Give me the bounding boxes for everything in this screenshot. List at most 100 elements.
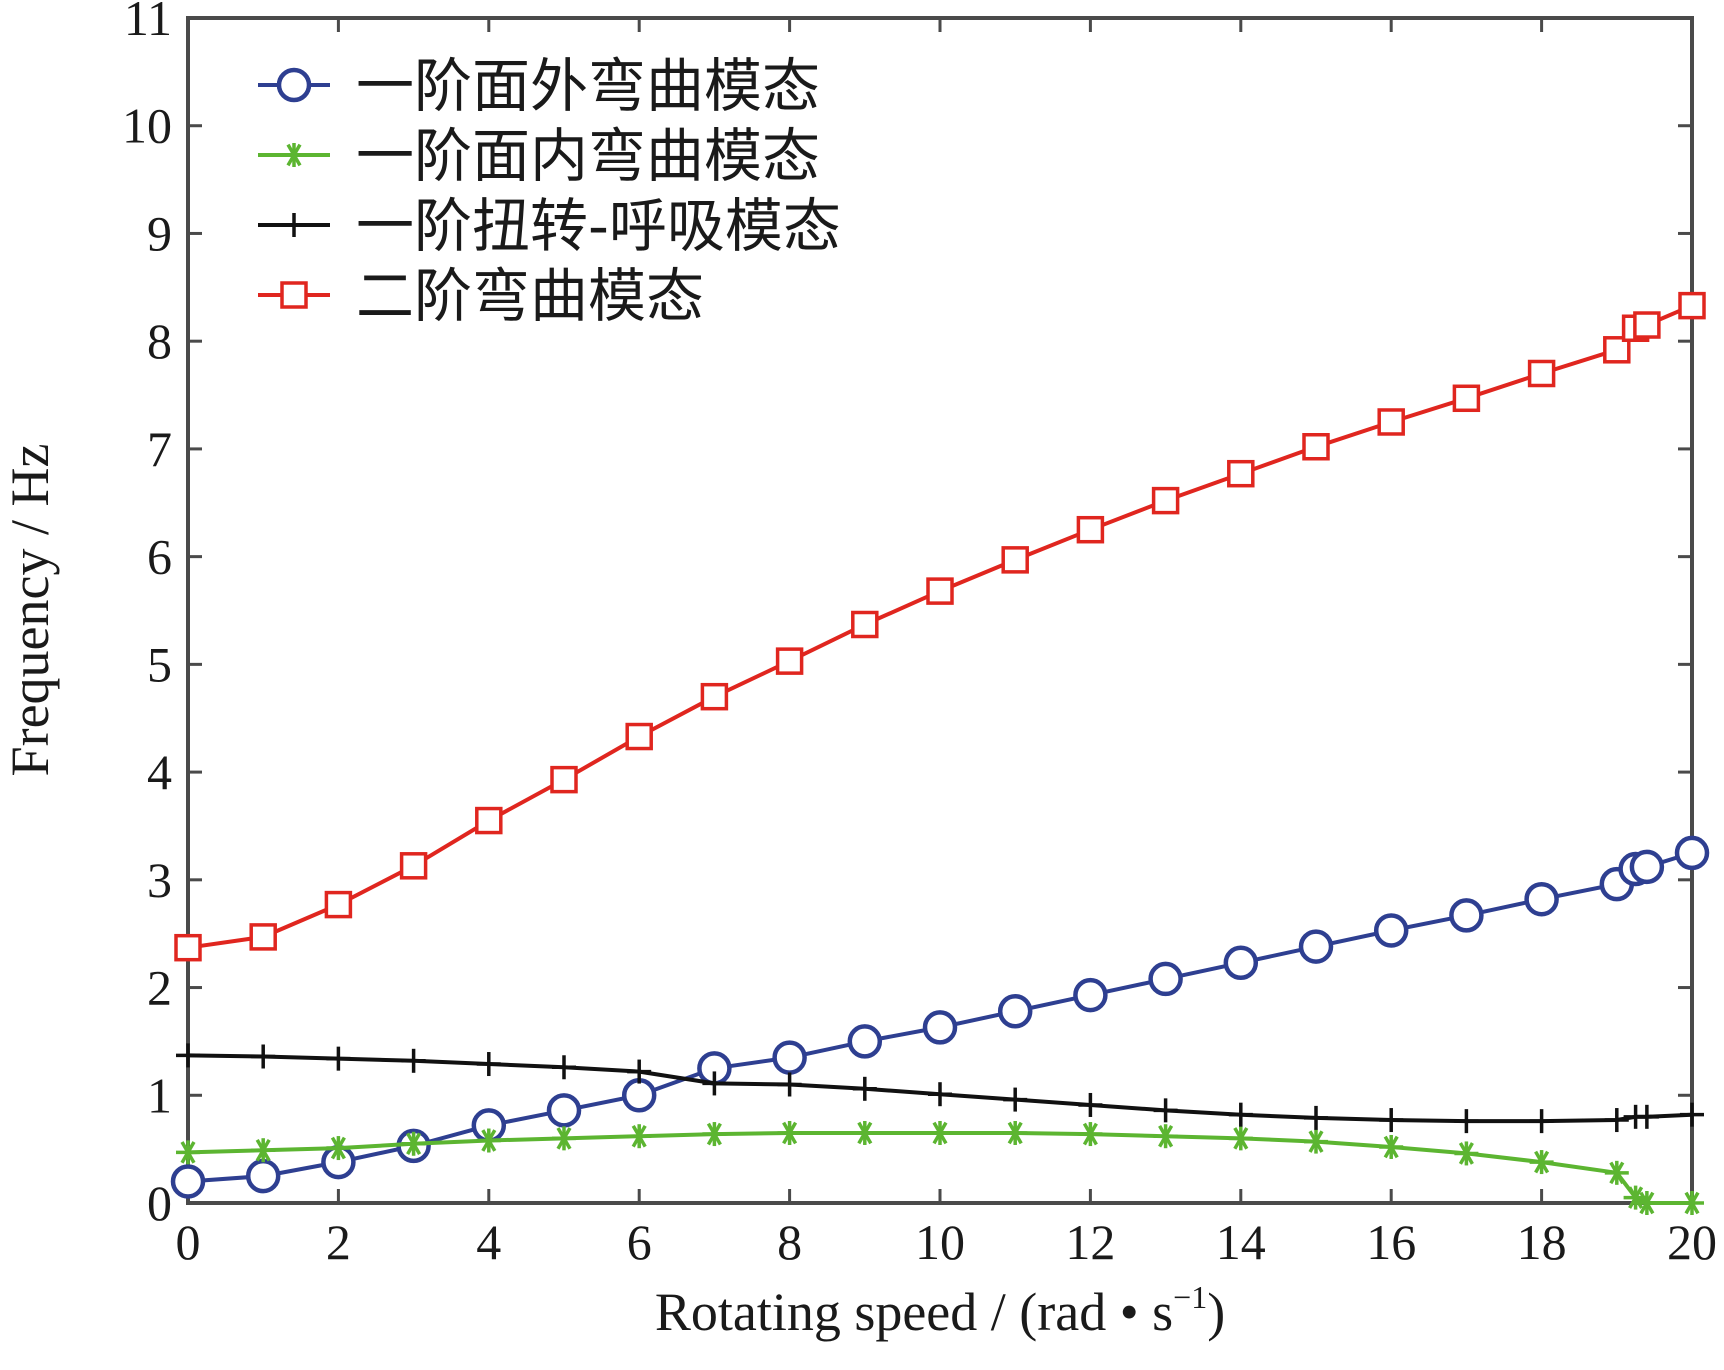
series-3-point	[1454, 1109, 1479, 1134]
series-3-point	[702, 1071, 727, 1096]
series-3-point	[401, 1048, 426, 1073]
x-tick-label: 10	[915, 1214, 965, 1270]
series-2-point	[1454, 1141, 1479, 1166]
series-2-point	[1003, 1120, 1028, 1145]
y-tick-label: 11	[124, 0, 172, 46]
legend-item-1: 一阶面外弯曲模态	[258, 52, 820, 120]
series-1-point	[997, 993, 1033, 1029]
series-1-point	[922, 1010, 958, 1045]
series-2-point	[401, 1131, 426, 1156]
series-3-point	[552, 1055, 576, 1080]
series-2-point	[627, 1124, 652, 1149]
series-3-point	[627, 1059, 652, 1084]
series-2-point	[1228, 1126, 1253, 1151]
y-axis: 0 1 2 3 4 5 6 7 8 9 10 11	[122, 0, 1692, 1231]
y-tick-label: 9	[147, 205, 172, 261]
legend-swatch-marker	[276, 67, 312, 103]
series-4-point	[550, 765, 578, 794]
legend-label: 一阶扭转-呼吸模态	[356, 192, 841, 260]
series-3	[176, 1043, 1704, 1134]
x-tick-label: 2	[326, 1214, 351, 1270]
legend-label: 二阶弯曲模态	[356, 262, 704, 330]
series-4-point	[475, 806, 503, 835]
series-2-point	[1379, 1134, 1404, 1159]
series-2-point	[852, 1120, 877, 1145]
series-4-point	[1227, 459, 1255, 488]
legend-item-4: 二阶弯曲模态	[258, 262, 704, 330]
series-4-point	[1151, 486, 1180, 515]
series-3-point	[476, 1052, 501, 1077]
x-tick-label: 8	[777, 1214, 802, 1270]
series-1-point	[847, 1024, 883, 1059]
series-2-point	[251, 1138, 276, 1163]
series-3-point	[1003, 1087, 1028, 1112]
series-4-point	[399, 852, 428, 880]
y-tick-label: 6	[147, 529, 172, 585]
x-tick-label: 14	[1216, 1214, 1266, 1270]
series-4-point	[249, 923, 277, 951]
series-2-point	[1680, 1191, 1704, 1215]
series-4-point	[1527, 359, 1556, 388]
series-2-point	[1078, 1122, 1103, 1147]
x-tick-label: 20	[1667, 1214, 1717, 1270]
series-3-point	[251, 1044, 276, 1069]
series-4-point	[775, 647, 804, 675]
series-4-point	[1678, 291, 1706, 320]
series-4-point	[1633, 311, 1661, 339]
series-4-point	[1076, 515, 1105, 544]
x-tick-label: 12	[1065, 1214, 1115, 1270]
series-1-point	[1373, 913, 1409, 948]
series-1-point	[772, 1040, 807, 1075]
legend-label: 一阶面外弯曲模态	[356, 52, 820, 120]
y-tick-label: 3	[147, 852, 172, 908]
series-1-point	[1148, 961, 1183, 997]
series-1-point	[1524, 881, 1559, 917]
legend-item-3: 一阶扭转-呼吸模态	[258, 192, 841, 260]
series-2	[176, 1120, 1704, 1215]
legend-item-2: 一阶面内弯曲模态	[258, 122, 820, 190]
series-1-point	[1674, 835, 1710, 871]
series-2-point	[928, 1120, 952, 1145]
series-4-point	[324, 890, 353, 919]
x-tick-label: 18	[1517, 1214, 1567, 1270]
series-4-point	[700, 682, 729, 711]
series-4-point	[1001, 546, 1029, 574]
series-3-point	[1634, 1104, 1659, 1129]
series-3-point	[1153, 1098, 1178, 1123]
series-1-point	[1223, 945, 1259, 981]
series-1-point	[621, 1078, 657, 1113]
series-4	[174, 291, 1706, 962]
series-2-point	[1604, 1160, 1629, 1185]
series-layer	[170, 291, 1710, 1215]
y-tick-label: 5	[147, 636, 172, 692]
series-3-point	[928, 1082, 952, 1107]
legend-label: 一阶面内弯曲模态	[356, 122, 820, 190]
x-tick-label: 6	[627, 1214, 652, 1270]
series-2-point	[702, 1122, 727, 1147]
series-4-point	[1302, 433, 1330, 461]
series-4-point	[1452, 384, 1481, 413]
series-1-point	[1073, 977, 1108, 1013]
series-3-point	[1680, 1102, 1704, 1127]
series-3-point	[1379, 1108, 1404, 1133]
y-tick-label: 2	[147, 960, 172, 1016]
series-1-point	[1298, 929, 1334, 964]
series-4-point	[174, 933, 202, 962]
series-2-point	[326, 1136, 351, 1161]
series-3-point	[176, 1043, 200, 1068]
series-2-point	[1634, 1191, 1659, 1215]
y-tick-label: 4	[147, 744, 172, 800]
series-3-point	[1304, 1105, 1328, 1130]
series-3-point	[1228, 1102, 1253, 1127]
y-tick-label: 7	[147, 421, 172, 477]
series-3-point	[326, 1046, 351, 1071]
y-tick-label: 1	[147, 1067, 172, 1123]
series-4-point	[926, 577, 954, 605]
series-3-point	[777, 1072, 802, 1097]
series-2-point	[1153, 1124, 1178, 1149]
series-4-point	[851, 610, 879, 639]
series-1-point	[1629, 849, 1665, 885]
series-2-point	[476, 1128, 501, 1153]
